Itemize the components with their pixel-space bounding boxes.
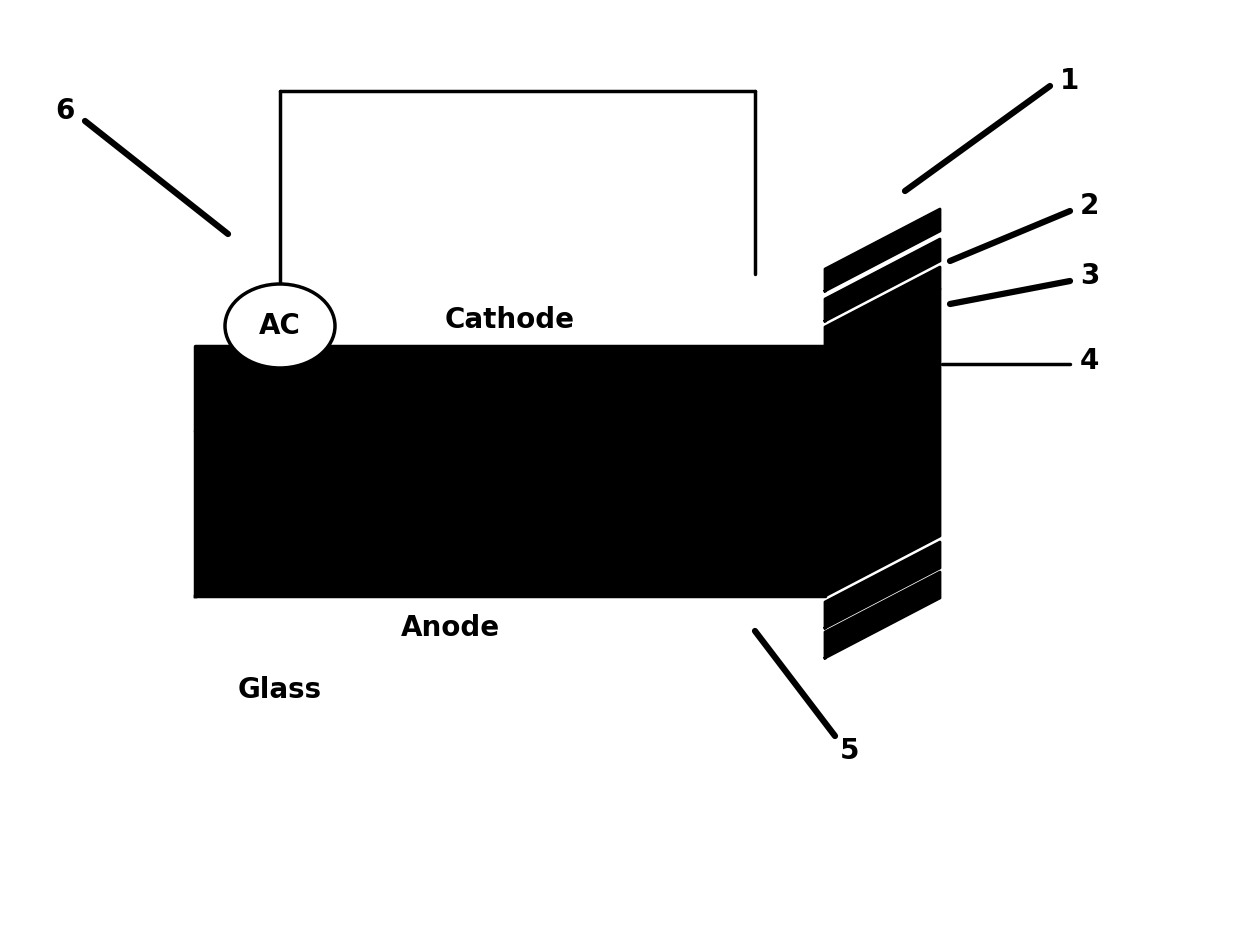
Text: AC: AC [259, 312, 301, 340]
Polygon shape [825, 267, 940, 349]
Text: 5: 5 [840, 737, 860, 765]
Text: Anode: Anode [400, 614, 499, 642]
Polygon shape [825, 572, 940, 658]
Text: 6: 6 [55, 97, 74, 125]
Polygon shape [195, 346, 825, 596]
Text: 4: 4 [1080, 347, 1099, 375]
Polygon shape [825, 542, 940, 628]
Polygon shape [825, 239, 940, 321]
Text: Cathode: Cathode [445, 306, 575, 334]
Polygon shape [825, 209, 940, 291]
Text: 1: 1 [1061, 67, 1079, 95]
Text: 2: 2 [1080, 192, 1099, 220]
Text: 3: 3 [1080, 262, 1099, 290]
Text: Glass: Glass [238, 676, 322, 704]
Ellipse shape [225, 284, 335, 368]
Polygon shape [825, 289, 940, 596]
